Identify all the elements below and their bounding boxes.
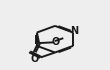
Text: O: O [51, 37, 60, 47]
Text: N: N [70, 26, 78, 36]
Text: O: O [31, 54, 39, 64]
